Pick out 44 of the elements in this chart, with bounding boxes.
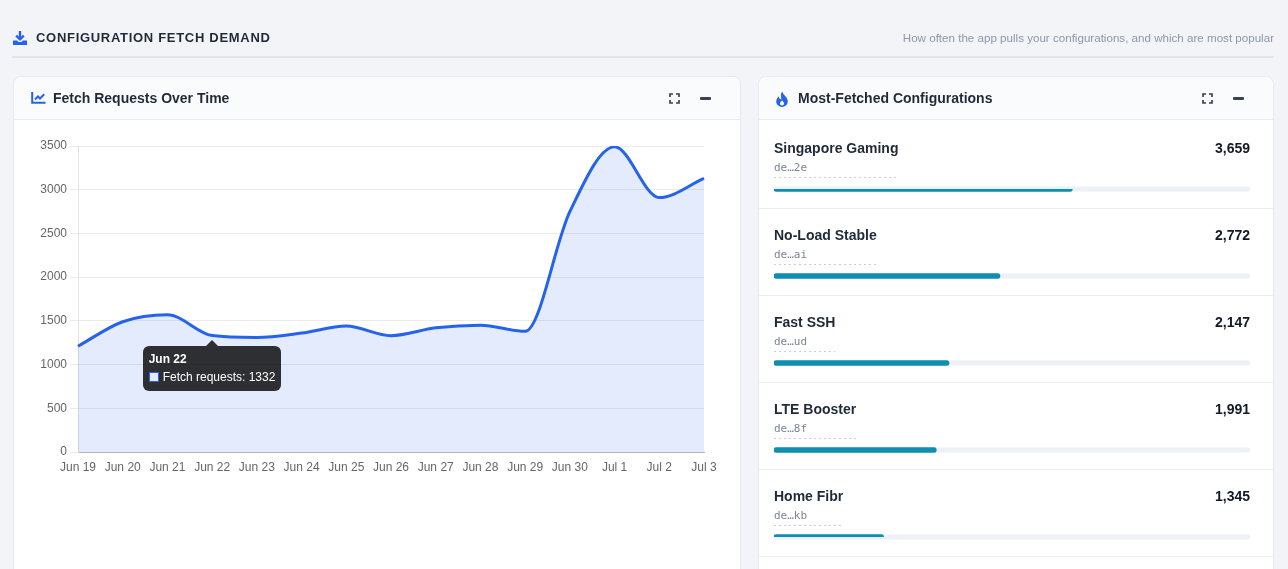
annotation: de…2e xyxy=(774,160,808,174)
data-label: 3,659 xyxy=(1214,139,1251,156)
data-label: 2,147 xyxy=(1214,313,1251,330)
text: CONFIGURATION FETCH DEMAND xyxy=(36,30,271,46)
data-label: 1,991 xyxy=(1214,400,1251,417)
text: How often the app pulls your configurations, and which are most popular xyxy=(902,31,1274,45)
y-tick-label: Fast SSH xyxy=(774,313,836,330)
x-tick-label: Jun 20 xyxy=(104,459,142,474)
annotation: de…ai xyxy=(774,247,808,261)
y-tick-label: 3500 xyxy=(40,138,68,153)
x-tick-label: Jun 28 xyxy=(462,459,499,474)
y-tick-label: LTE Booster xyxy=(774,400,857,417)
y-tick-label: 0 xyxy=(60,444,68,459)
x-tick-label: Jun 21 xyxy=(149,459,186,474)
chart-title: Fetch Requests Over Time xyxy=(53,89,230,107)
y-tick-label: Singapore Gaming xyxy=(774,139,899,156)
x-tick-label: Jun 19 xyxy=(59,459,97,474)
x-tick-label: Jul 2 xyxy=(646,459,673,474)
x-tick-label: Jun 24 xyxy=(283,459,320,474)
y-tick-label: 1000 xyxy=(40,356,68,371)
annotation: de…8f xyxy=(774,421,808,435)
annotation: Fetch requests: 1332 xyxy=(162,369,276,385)
x-tick-label: Jul 1 xyxy=(601,459,628,474)
chart-title: Most-Fetched Configurations xyxy=(798,89,993,107)
x-tick-label: Jun 23 xyxy=(238,459,276,474)
y-tick-label: 3000 xyxy=(40,182,68,197)
x-tick-label: Jun 27 xyxy=(417,459,455,474)
annotation: Jun 22 xyxy=(148,351,188,367)
data-label: 1,345 xyxy=(1214,487,1251,504)
x-tick-label: Jun 30 xyxy=(551,459,589,474)
x-tick-label: Jun 29 xyxy=(507,459,544,474)
y-tick-label: 1500 xyxy=(40,313,68,328)
x-tick-label: Jul 3 xyxy=(691,459,717,474)
x-tick-label: Jun 25 xyxy=(328,459,365,474)
y-tick-label: No-Load Stable xyxy=(774,226,877,243)
y-tick-label: Home Fibr xyxy=(774,487,844,504)
x-tick-label: Jun 26 xyxy=(372,459,410,474)
x-tick-label: Jun 22 xyxy=(194,459,231,474)
y-tick-label: 2000 xyxy=(40,269,68,284)
y-tick-label: 2500 xyxy=(40,225,68,240)
y-tick-label: 500 xyxy=(46,400,68,415)
annotation: de…ud xyxy=(774,334,808,348)
annotation: de…kb xyxy=(774,508,808,522)
data-label: 2,772 xyxy=(1214,226,1251,243)
